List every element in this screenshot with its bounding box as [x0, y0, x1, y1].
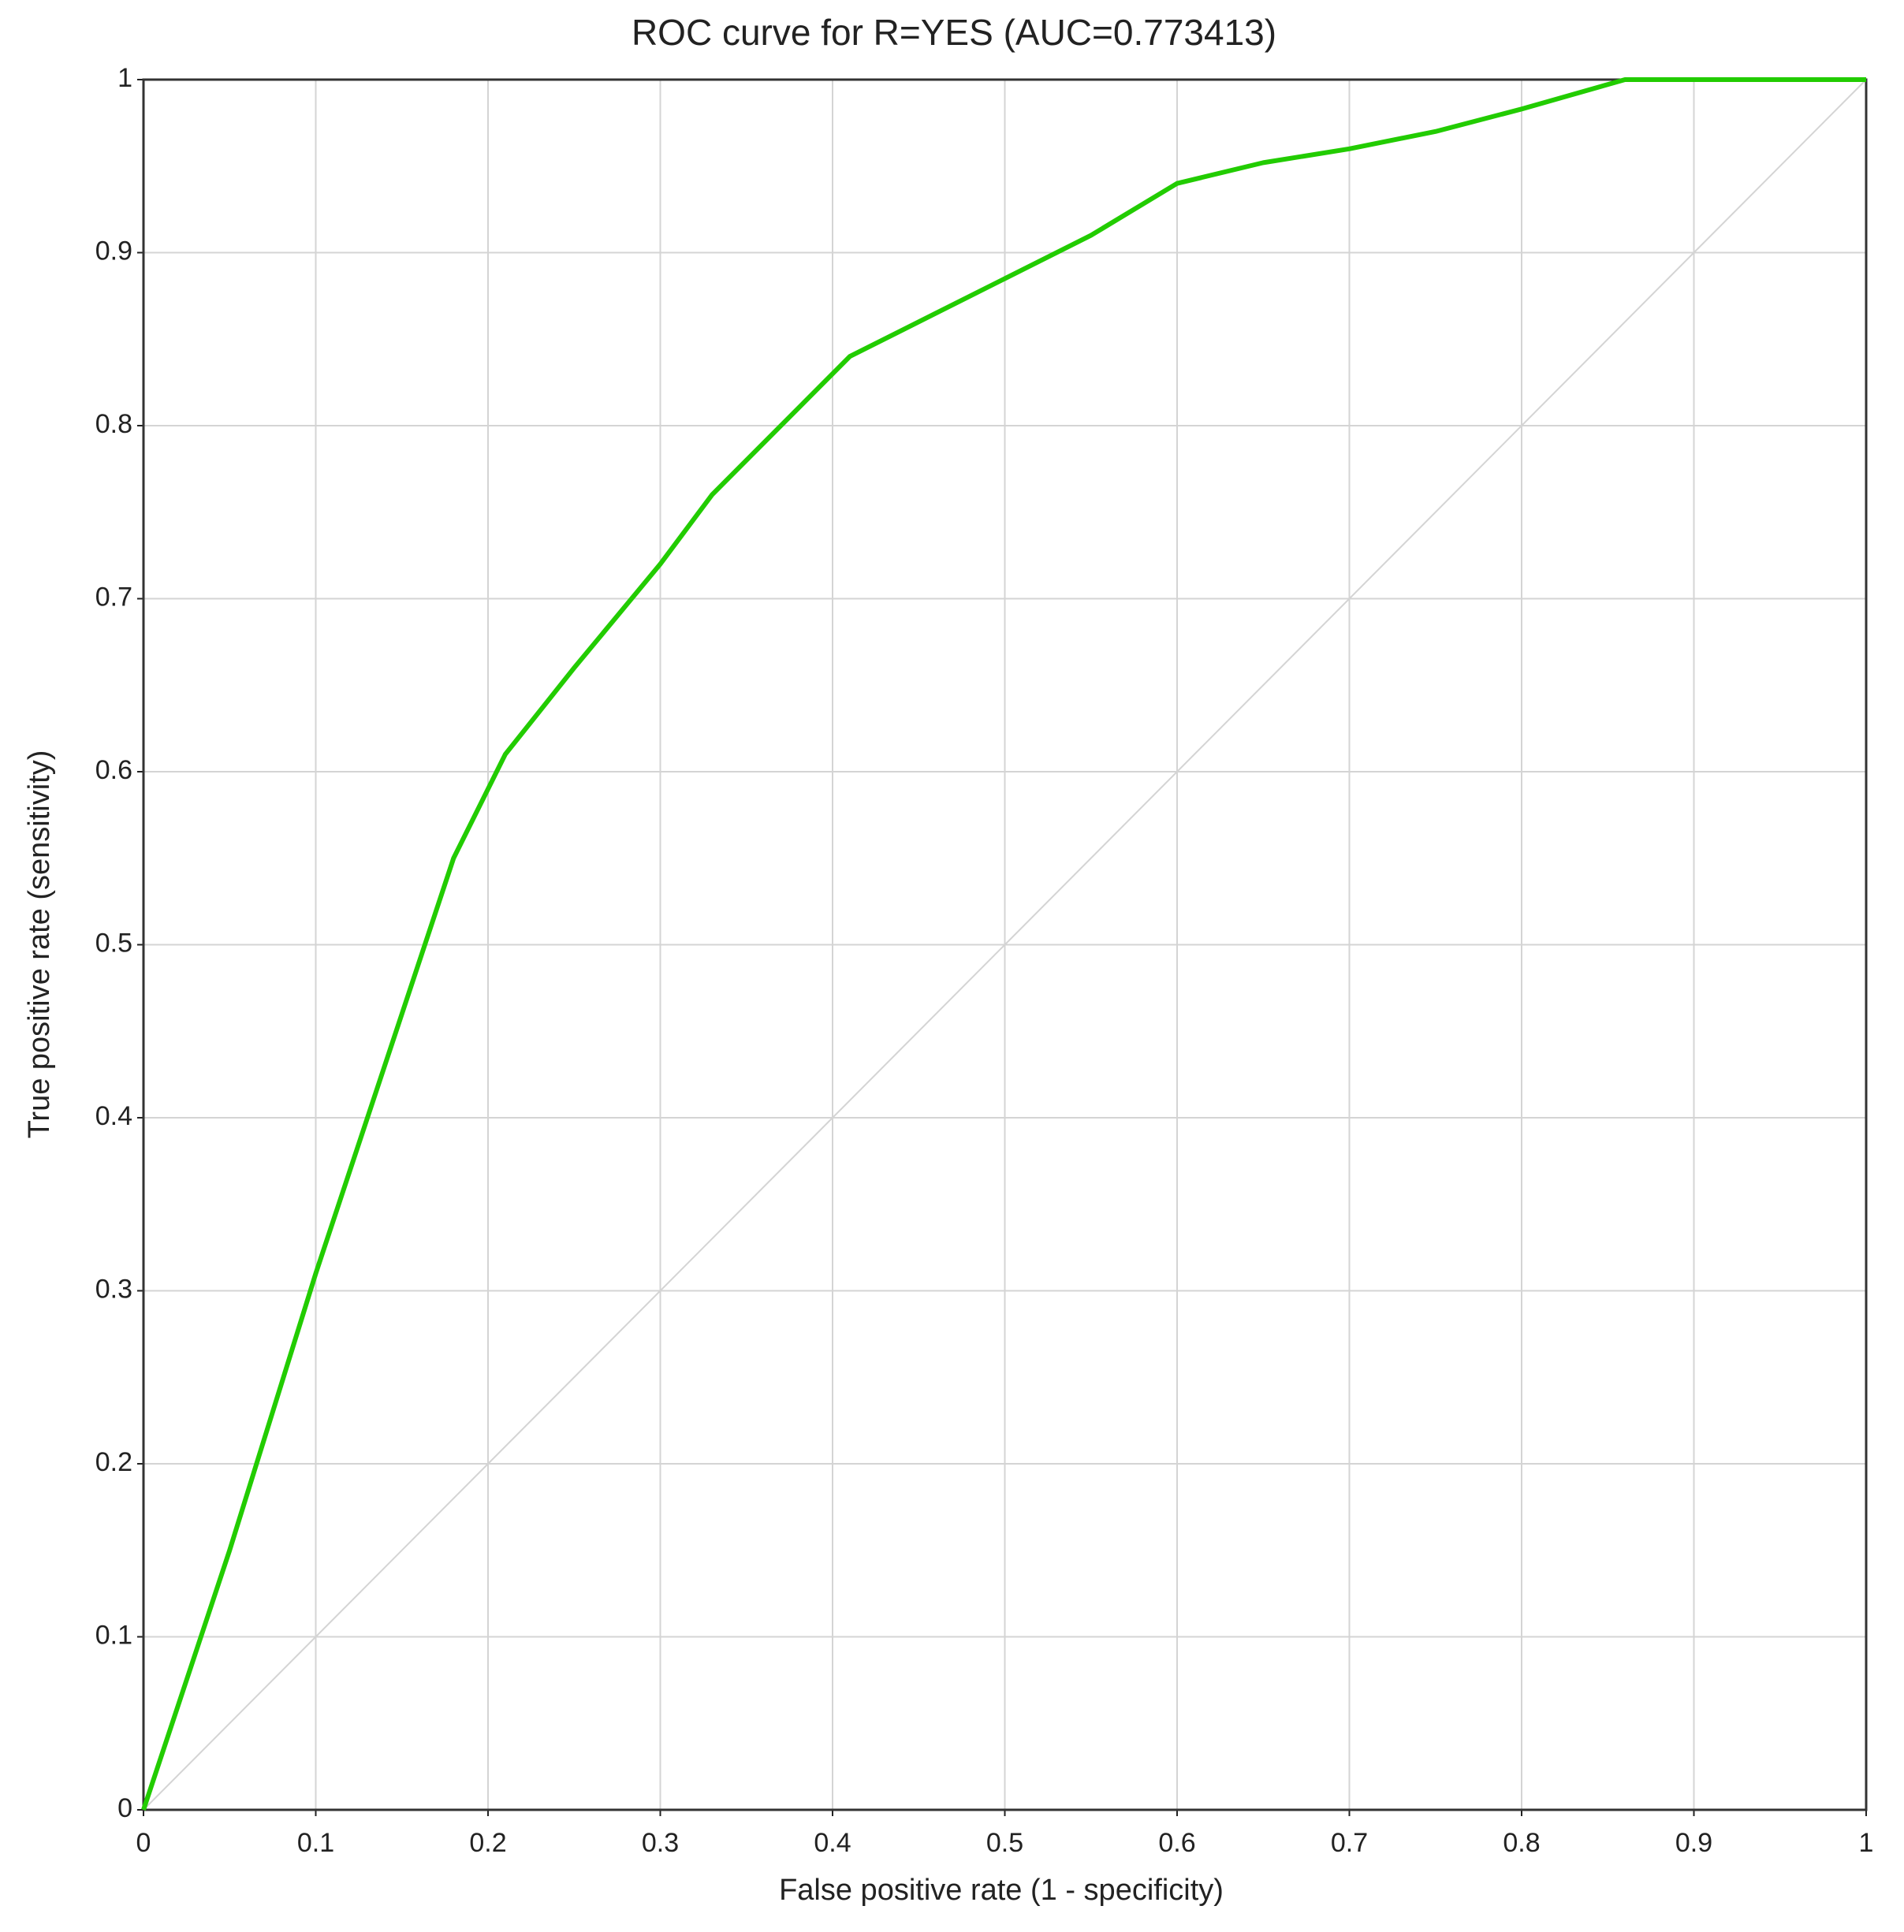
roc-line — [141, 77, 1866, 1811]
y-tick-label: 0.2 — [95, 1447, 132, 1477]
y-tick-label: 0.1 — [95, 1620, 132, 1650]
x-tick-label: 0.1 — [297, 1828, 334, 1858]
x-tick-label: 0.3 — [642, 1828, 679, 1858]
y-tick-label: 1 — [117, 63, 132, 93]
chart-title: ROC curve for R=YES (AUC=0.773413) — [632, 12, 1276, 53]
x-axis-label: False positive rate (1 - specificity) — [779, 1874, 1224, 1907]
x-tick-label: 0.4 — [814, 1828, 851, 1858]
x-tick-label: 0.5 — [986, 1828, 1023, 1858]
x-tick-label: 1 — [1859, 1828, 1874, 1858]
x-tick-label: 0 — [136, 1828, 151, 1858]
x-tick-label: 0.9 — [1675, 1828, 1712, 1858]
y-axis-label: True positive rate (sensitivity) — [23, 750, 56, 1139]
y-tick-label: 0.4 — [95, 1101, 132, 1131]
x-tick-label: 0.8 — [1503, 1828, 1540, 1858]
reference-diagonal — [143, 79, 1867, 1811]
y-tick-label: 0.7 — [95, 582, 132, 612]
y-tick-label: 0.9 — [95, 236, 132, 266]
y-tick-label: 0.5 — [95, 928, 132, 958]
y-tick-label: 0.8 — [95, 409, 132, 439]
x-tick-label: 0.2 — [469, 1828, 506, 1858]
y-tick-label: 0.3 — [95, 1274, 132, 1304]
plot-frame — [142, 78, 1868, 1811]
y-tick-label: 0 — [117, 1793, 132, 1823]
y-tick-label: 0.6 — [95, 755, 132, 785]
x-tick-label: 0.7 — [1331, 1828, 1368, 1858]
x-tick-label: 0.6 — [1158, 1828, 1195, 1858]
